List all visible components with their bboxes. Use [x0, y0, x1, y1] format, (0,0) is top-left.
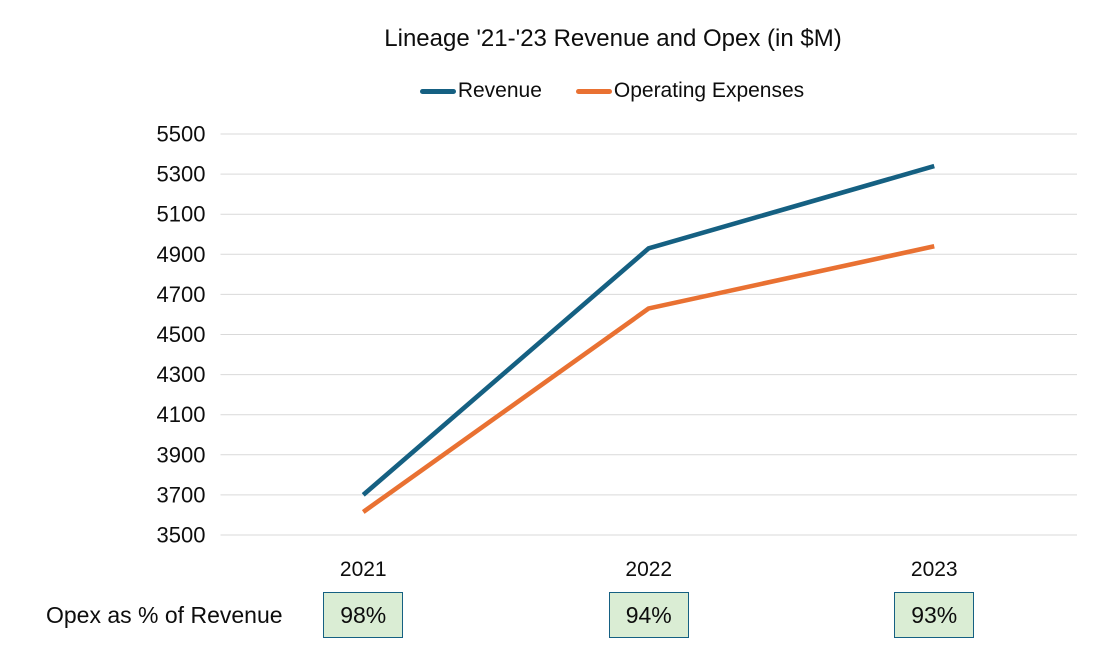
x-category-label-2023: 2023 — [911, 558, 958, 581]
legend-label-revenue: Revenue — [457, 79, 542, 102]
opex-pct-value-2022: 94% — [625, 601, 672, 628]
x-category-label-2022: 2022 — [625, 558, 672, 581]
chart-title: Lineage '21-'23 Revenue and Opex (in $M) — [384, 25, 842, 52]
y-tick-label-3700: 3700 — [157, 482, 206, 507]
opex-pct-row-label: Opex as % of Revenue — [46, 601, 283, 628]
y-tick-label-5500: 5500 — [157, 122, 206, 147]
y-tick-label-3500: 3500 — [157, 523, 206, 548]
y-tick-label-4700: 4700 — [157, 282, 206, 307]
series-line-revenue — [361, 163, 935, 497]
x-category-label-2021: 2021 — [340, 558, 387, 581]
series-line-operating-expenses — [361, 244, 935, 514]
y-tick-label-5300: 5300 — [157, 162, 206, 187]
legend: Revenue Operating Expenses — [0, 78, 1100, 104]
y-tick-label-5100: 5100 — [157, 202, 206, 227]
legend-item-revenue: Revenue — [419, 79, 542, 103]
legend-label-operating-expenses: Operating Expenses — [613, 79, 805, 102]
opex-pct-box-2021: 98% — [323, 592, 404, 638]
y-tick-label-4100: 4100 — [157, 402, 206, 427]
opex-pct-value-2023: 93% — [911, 601, 958, 628]
y-tick-label-4300: 4300 — [157, 362, 206, 387]
opex-pct-box-2023: 93% — [894, 592, 975, 638]
opex-pct-value-2021: 98% — [340, 601, 387, 628]
revenue-line-swatch — [419, 88, 456, 94]
y-tick-label-4500: 4500 — [157, 322, 206, 347]
y-tick-label-3900: 3900 — [157, 442, 206, 467]
operating-expenses-line-swatch — [575, 88, 612, 94]
opex-pct-box-2022: 94% — [608, 592, 689, 638]
legend-item-operating-expenses: Operating Expenses — [575, 79, 805, 103]
y-tick-label-4900: 4900 — [157, 242, 206, 267]
